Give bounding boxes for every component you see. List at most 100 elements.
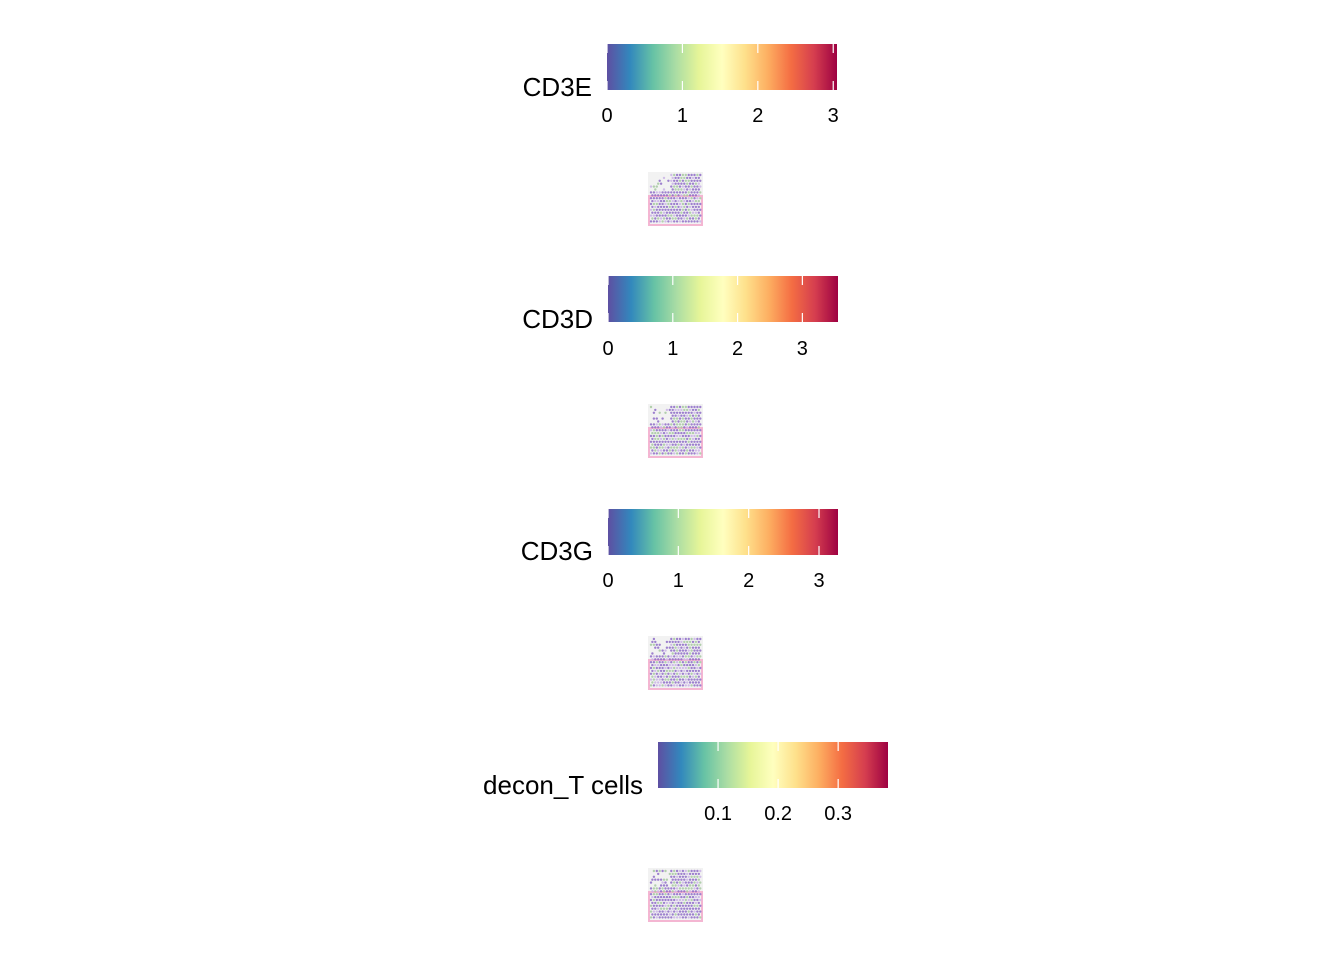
spot [659,884,663,887]
spot [686,901,689,905]
spot [658,434,661,438]
spot [690,429,693,432]
spot [691,431,695,435]
spot [675,637,679,641]
spot [697,884,700,887]
spot [675,887,679,890]
spot [661,446,664,449]
spot [671,199,674,203]
spot [681,904,685,907]
spot [664,910,667,913]
spot [664,220,667,223]
spot [654,205,657,209]
spot [671,194,674,197]
spot [657,663,660,667]
spot [651,907,654,910]
spot [688,658,692,661]
spot [674,884,677,887]
spot [681,666,685,670]
spot [678,429,682,432]
tick-label: 1 [677,105,688,127]
spot [699,898,702,902]
spot [683,895,686,899]
spot [690,202,693,206]
spot [684,411,687,414]
spot [681,429,685,432]
spot [680,675,683,678]
spot [678,893,682,896]
spot [690,875,693,878]
spot [651,211,654,214]
spot [658,916,661,919]
spot [649,197,653,200]
spot [696,881,699,884]
spot [684,179,687,182]
spot [686,884,689,887]
spot [658,666,661,670]
spot [681,214,685,217]
spot [673,197,676,200]
spot [649,904,653,907]
spot [673,191,676,194]
spot [654,907,657,910]
spot [664,202,667,206]
spot [696,446,699,449]
spot [688,890,692,893]
spot [649,672,653,675]
spot [678,684,682,687]
spot [658,684,661,687]
spot [658,649,661,652]
spot [677,890,680,893]
spot [659,907,663,910]
spot [684,440,687,443]
spot [659,669,663,673]
spot [681,637,685,641]
spot [655,684,658,687]
spot [668,901,671,905]
spot [699,220,702,223]
spot [686,188,689,191]
spot [678,417,682,420]
spot [678,220,682,223]
spot [691,652,695,655]
spot [658,208,661,211]
spot [688,681,692,684]
colorbar [607,44,837,90]
spot [699,411,702,414]
spot [662,217,666,220]
spot [691,217,695,220]
spot [652,446,656,449]
spot [678,904,682,907]
spot [668,199,671,203]
spot [662,437,666,441]
spot [658,869,661,873]
spot [652,869,656,873]
spot [665,449,669,452]
spot [691,408,695,412]
spot [678,173,682,177]
spot [659,675,663,678]
spot [683,646,686,649]
spot [683,449,686,452]
spot [693,197,696,200]
spot [664,881,667,884]
spot [697,431,700,435]
tick-label: 2 [752,105,763,127]
spot [661,916,664,919]
spot [673,208,676,211]
spot [687,434,690,438]
spot [671,188,674,191]
spot [696,887,699,890]
spot [670,423,673,426]
spot [651,878,654,881]
spot [680,890,683,893]
spot [688,895,692,899]
spot [668,663,671,667]
spot [681,434,685,438]
spot [657,211,660,214]
spot [649,661,653,664]
spot [699,666,702,670]
spot [683,901,686,905]
spot [693,887,696,890]
spot [662,675,666,678]
